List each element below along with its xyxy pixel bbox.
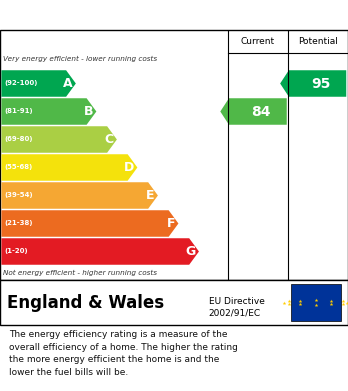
Text: (81-91): (81-91) (4, 108, 33, 115)
Polygon shape (280, 70, 346, 97)
Polygon shape (1, 182, 158, 209)
Text: EU Directive
2002/91/EC: EU Directive 2002/91/EC (209, 297, 265, 318)
Text: F: F (166, 217, 175, 230)
Polygon shape (1, 98, 96, 125)
Text: (69-80): (69-80) (4, 136, 33, 142)
Text: The energy efficiency rating is a measure of the
overall efficiency of a home. T: The energy efficiency rating is a measur… (9, 330, 238, 377)
Text: (55-68): (55-68) (4, 165, 32, 170)
Text: 84: 84 (252, 104, 271, 118)
Text: C: C (104, 133, 113, 146)
Polygon shape (1, 210, 179, 237)
Polygon shape (1, 154, 137, 181)
Text: Current: Current (241, 37, 275, 46)
Text: (1-20): (1-20) (4, 249, 28, 255)
Text: D: D (124, 161, 134, 174)
Text: (39-54): (39-54) (4, 192, 33, 199)
Bar (291, 283, 341, 321)
Text: England & Wales: England & Wales (7, 294, 164, 312)
Polygon shape (220, 98, 287, 125)
Text: B: B (84, 105, 93, 118)
Polygon shape (1, 238, 199, 265)
Text: (21-38): (21-38) (4, 221, 33, 226)
Polygon shape (1, 126, 117, 153)
Text: G: G (185, 245, 196, 258)
Text: Very energy efficient - lower running costs: Very energy efficient - lower running co… (3, 56, 158, 62)
Text: (92-100): (92-100) (4, 81, 38, 86)
Text: Energy Efficiency Rating: Energy Efficiency Rating (10, 7, 220, 23)
Text: Not energy efficient - higher running costs: Not energy efficient - higher running co… (3, 270, 158, 276)
Text: 95: 95 (312, 77, 331, 90)
Text: Potential: Potential (298, 37, 338, 46)
Text: E: E (146, 189, 155, 202)
Polygon shape (1, 70, 76, 97)
Text: A: A (63, 77, 72, 90)
